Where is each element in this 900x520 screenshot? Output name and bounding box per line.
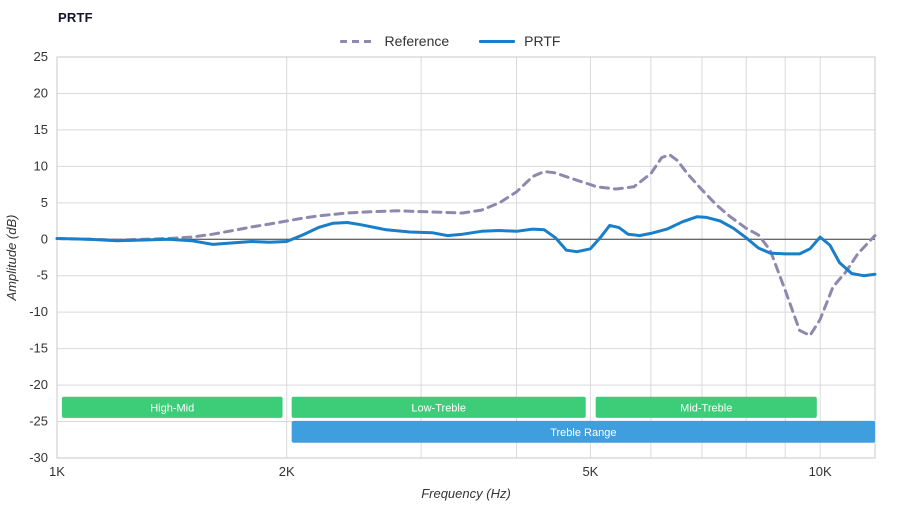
series-line-reference xyxy=(55,153,877,337)
plot-border xyxy=(56,56,876,459)
band-label-high-mid: High-Mid xyxy=(150,402,194,414)
band-low-treble xyxy=(291,396,586,418)
legend: Reference PRTF xyxy=(0,33,900,49)
y-tick-label: -15 xyxy=(29,341,48,356)
legend-dashed-line-icon xyxy=(339,39,376,43)
chart-title: PRTF xyxy=(58,10,93,25)
x-axis-title: Frequency (Hz) xyxy=(421,486,511,501)
x-tick-label: 1K xyxy=(49,464,65,479)
y-tick-label: 5 xyxy=(41,195,48,210)
x-tick-label: 10K xyxy=(809,464,832,479)
y-tick-label: 15 xyxy=(34,122,48,137)
y-tick-label: -20 xyxy=(29,377,48,392)
y-tick-label: 25 xyxy=(34,49,48,64)
band-label-mid-treble: Mid-Treble xyxy=(680,402,732,414)
y-tick-label: -10 xyxy=(29,304,48,319)
y-tick-label: -5 xyxy=(36,268,48,283)
y-tick-label: -30 xyxy=(29,450,48,465)
band-mid-treble xyxy=(595,396,817,418)
y-axis-title: Amplitude (dB) xyxy=(4,215,19,302)
y-tick-label: 0 xyxy=(41,231,48,246)
band-high-mid xyxy=(61,396,283,418)
y-tick-label: -25 xyxy=(29,414,48,429)
x-tick-label: 2K xyxy=(279,464,295,479)
y-tick-label: 20 xyxy=(34,85,48,100)
band-label-treble-range: Treble Range xyxy=(550,427,616,439)
legend-solid-line-icon xyxy=(479,39,516,43)
legend-item-prtf[interactable]: PRTF xyxy=(479,33,560,49)
x-tick-label: 5K xyxy=(582,464,598,479)
legend-label: Reference xyxy=(384,33,450,49)
band-treble-range xyxy=(291,420,875,443)
series-line-prtf xyxy=(55,215,877,278)
y-tick-label: 10 xyxy=(34,158,48,173)
legend-label: PRTF xyxy=(524,33,561,49)
legend-item-reference[interactable]: Reference xyxy=(339,33,450,49)
band-label-low-treble: Low-Treble xyxy=(411,402,466,414)
